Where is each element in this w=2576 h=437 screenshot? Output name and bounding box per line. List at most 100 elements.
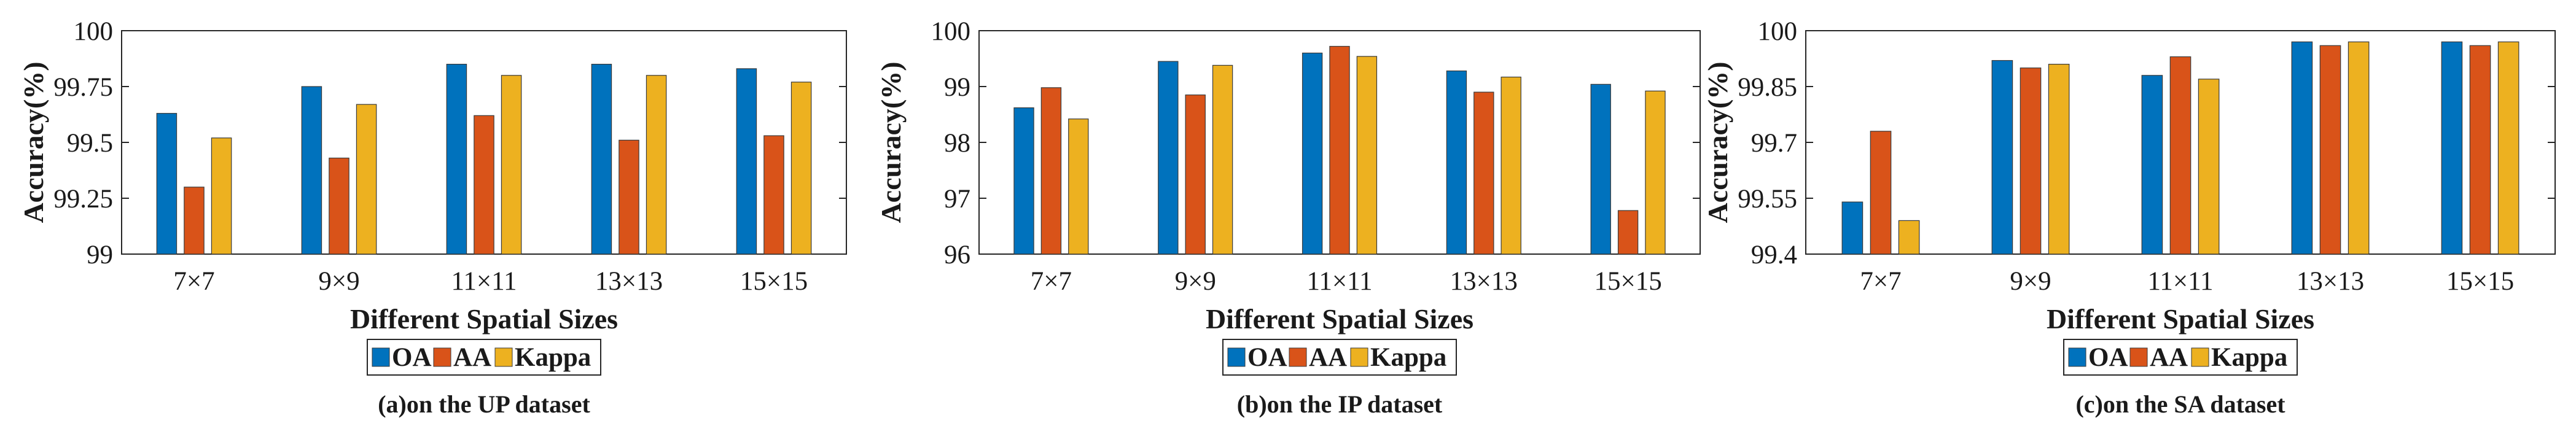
legend-box (2063, 339, 2298, 376)
legend-label-oa: OA (392, 343, 432, 372)
bar-aa-2 (2169, 56, 2192, 255)
bar-kappa-2 (1356, 56, 1378, 255)
legend-swatch-kappa (494, 347, 513, 367)
legend-swatch-aa (433, 347, 451, 367)
bar-aa-0 (184, 187, 205, 255)
chart-panel-1: 99 99.25 99.5 99.75 100 7×7 9×9 11×11 13×13 15×15… (18, 17, 847, 418)
y-tick-label: 99 (944, 73, 970, 102)
y-tick-label: 99.25 (53, 185, 113, 214)
bar-oa-3 (2291, 41, 2313, 255)
legend-box (367, 339, 601, 376)
x-axis-label: Different Spatial Sizes (1206, 303, 1473, 335)
bar-aa-0 (1870, 131, 1892, 255)
bar-oa-0 (1013, 107, 1034, 255)
panel-caption: (b)on the IP dataset (1237, 390, 1443, 418)
bar-oa-1 (1991, 60, 2013, 255)
bar-oa-3 (1446, 70, 1467, 255)
bar-aa-1 (329, 157, 349, 255)
y-axis-label: Accuracy(%) (1702, 61, 1733, 223)
bar-kappa-0 (1068, 118, 1089, 255)
bar-kappa-2 (2198, 79, 2220, 255)
bar-kappa-3 (646, 75, 667, 255)
x-tick-label: 15×15 (740, 267, 808, 296)
legend-label-kappa: Kappa (515, 343, 591, 372)
bar-oa-1 (1158, 61, 1179, 255)
legend-swatch-oa (2068, 347, 2086, 367)
bar-oa-0 (1841, 201, 1864, 255)
bar-aa-3 (2319, 45, 2341, 255)
y-axis-label: Accuracy(%) (875, 61, 907, 223)
y-tick-label: 99.7 (1751, 129, 1797, 158)
x-tick-label: 11×11 (2147, 267, 2213, 296)
chart-panel-3: 99.4 99.55 99.7 99.85 100 7×7 9×9 11×11 13×13 15×… (1702, 17, 2556, 418)
legend-label-aa: AA (2150, 343, 2188, 372)
bar-kappa-0 (211, 137, 232, 255)
x-tick-label: 7×7 (1860, 267, 1901, 296)
bar-aa-2 (474, 115, 494, 255)
x-tick-label: 13×13 (1450, 267, 1518, 296)
y-tick-label: 99.55 (1738, 185, 1797, 214)
y-tick-label: 100 (931, 17, 971, 46)
bar-oa-2 (446, 63, 467, 255)
legend: OA AA Kappa (367, 339, 601, 376)
y-tick-label: 100 (1758, 17, 1798, 46)
legend-label-aa: AA (453, 343, 491, 372)
y-tick-label: 97 (944, 185, 970, 214)
y-tick-label: 99.85 (1738, 73, 1797, 102)
y-tick-label: 96 (944, 241, 970, 269)
bar-aa-1 (2020, 68, 2042, 255)
panel-caption: (a)on the UP dataset (378, 390, 590, 418)
x-tick-label: 7×7 (1031, 267, 1072, 296)
bar-aa-3 (619, 139, 639, 255)
bar-oa-0 (156, 113, 178, 255)
bar-oa-4 (1590, 83, 1611, 255)
bar-aa-4 (1617, 210, 1639, 255)
y-tick-label: 98 (944, 129, 970, 158)
legend-swatch-kappa (1350, 347, 1368, 367)
bar-oa-4 (736, 68, 757, 255)
x-tick-label: 9×9 (318, 267, 359, 296)
legend-label-oa: OA (2088, 343, 2128, 372)
x-tick-label: 11×11 (1306, 267, 1372, 296)
x-tick-label: 9×9 (1175, 267, 1216, 296)
legend-swatch-oa (372, 347, 390, 367)
bar-aa-3 (1473, 91, 1494, 255)
y-tick-label: 100 (74, 17, 114, 46)
y-tick-label: 99 (87, 241, 113, 269)
y-axis-label: Accuracy(%) (18, 61, 49, 223)
bar-aa-4 (2469, 45, 2491, 255)
legend-label-kappa: Kappa (1370, 343, 1446, 372)
bar-kappa-1 (2048, 63, 2070, 255)
x-tick-label: 15×15 (2446, 267, 2514, 296)
legend-label-kappa: Kappa (2211, 343, 2287, 372)
bar-kappa-2 (501, 75, 522, 255)
x-tick-label: 7×7 (173, 267, 214, 296)
chart-panel-2: 96 97 98 99 100 7×7 9×9 11×11 13×13 15×15 Differen… (875, 17, 1701, 418)
legend-swatch-kappa (2191, 347, 2209, 367)
y-tick-label: 99.75 (53, 73, 113, 102)
y-tick-label: 99.5 (67, 129, 113, 158)
bar-oa-2 (1302, 52, 1323, 255)
bar-kappa-3 (1501, 76, 1521, 255)
legend-label-oa: OA (1247, 343, 1287, 372)
x-tick-label: 13×13 (2297, 267, 2364, 296)
bar-kappa-4 (790, 82, 812, 255)
bar-aa-0 (1040, 87, 1062, 255)
bar-oa-2 (2141, 75, 2163, 255)
legend-swatch-aa (1289, 347, 1307, 367)
x-tick-label: 15×15 (1594, 267, 1661, 296)
bar-kappa-1 (356, 104, 377, 255)
legend-box (1222, 339, 1457, 376)
bar-kappa-0 (1898, 220, 1920, 255)
x-tick-label: 11×11 (451, 267, 517, 296)
x-tick-label: 13×13 (595, 267, 663, 296)
bar-aa-2 (1329, 45, 1350, 255)
bar-oa-1 (301, 86, 322, 255)
bar-kappa-4 (2497, 41, 2519, 255)
x-tick-label: 9×9 (2010, 267, 2051, 296)
bar-kappa-3 (2348, 41, 2370, 255)
bar-aa-1 (1185, 95, 1206, 255)
x-axis-label: Different Spatial Sizes (350, 303, 618, 335)
x-axis-label: Different Spatial Sizes (2047, 303, 2314, 335)
